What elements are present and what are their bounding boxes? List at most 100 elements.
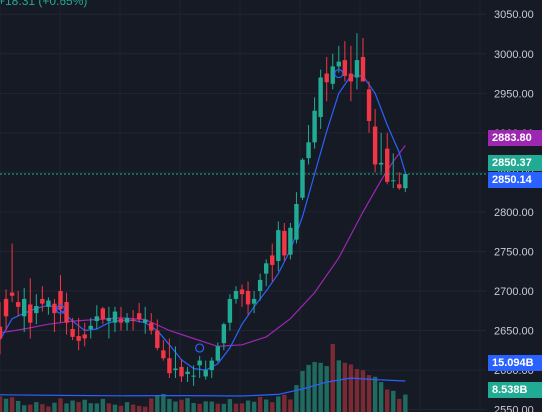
price-tick-label: 2950.00 xyxy=(494,88,534,100)
candle-body xyxy=(239,289,245,295)
volume-bar xyxy=(15,400,21,412)
candle-body xyxy=(136,313,142,320)
price-axis[interactable]: 3050.003000.002950.002900.002850.002800.… xyxy=(494,9,534,412)
volume-bar xyxy=(118,405,124,412)
volume-bar xyxy=(173,401,178,412)
volume-bar xyxy=(378,382,384,412)
volume-bar xyxy=(209,401,214,412)
candle-body xyxy=(397,184,402,189)
volume-bar xyxy=(342,362,348,412)
candle-body xyxy=(385,148,390,182)
candle-body xyxy=(22,298,27,317)
candle-body xyxy=(360,56,366,82)
candle-body xyxy=(52,303,57,314)
candle-body xyxy=(15,302,21,307)
volume-bar xyxy=(197,403,202,412)
candle-body xyxy=(161,350,166,359)
candle-body xyxy=(227,298,233,323)
volume-bar xyxy=(360,370,366,412)
volume-bar xyxy=(354,368,360,412)
candle-body xyxy=(58,291,63,310)
candle-body xyxy=(245,291,251,305)
ma-slow-value-badge: 2883.80 xyxy=(488,130,542,146)
candle-body xyxy=(100,308,106,320)
candle-body xyxy=(288,227,293,255)
signal-marker xyxy=(195,343,205,353)
volume-bar xyxy=(161,393,166,412)
candle-body xyxy=(34,306,39,314)
ma-fast-line xyxy=(0,75,406,371)
price-tick-label: 2550.00 xyxy=(494,405,534,412)
volume-last-badge: 8.538B xyxy=(488,382,542,398)
volume-bar xyxy=(306,364,311,412)
volume-bar xyxy=(233,403,239,412)
candle-body xyxy=(112,311,118,323)
candle-body xyxy=(354,60,360,78)
candle-body xyxy=(9,292,15,296)
candle-body xyxy=(294,204,299,240)
candle-body xyxy=(130,319,136,322)
candle-body xyxy=(264,263,269,274)
candle-body xyxy=(124,317,130,323)
volume-bar xyxy=(397,398,402,412)
volume-bar xyxy=(312,361,317,412)
volume-bar xyxy=(82,399,87,412)
candle-body xyxy=(94,316,99,322)
candle-body xyxy=(378,162,384,165)
volume-bar xyxy=(149,398,154,412)
volume-bar xyxy=(64,403,69,412)
price-tick-label: 2650.00 xyxy=(494,326,534,338)
volume-bar xyxy=(245,400,251,412)
volume-bar xyxy=(300,371,305,412)
candle-body xyxy=(300,159,305,198)
price-tick-label: 3050.00 xyxy=(494,9,534,21)
candle-body xyxy=(366,89,372,121)
volume-bar xyxy=(130,404,136,412)
candle-body xyxy=(270,255,275,265)
volume-bar xyxy=(52,402,57,412)
candle-body xyxy=(282,230,287,256)
candle-body xyxy=(0,326,3,339)
candles xyxy=(0,33,408,386)
candle-body xyxy=(203,370,208,377)
candle-body xyxy=(3,298,9,317)
volume-bar xyxy=(270,402,275,412)
volume-bar xyxy=(167,398,172,412)
candle-body xyxy=(251,298,257,304)
volume-bar xyxy=(318,362,323,412)
candle-body xyxy=(324,73,329,83)
volume-bar xyxy=(185,398,190,412)
volume-bar xyxy=(391,390,396,412)
volume-bar xyxy=(276,396,281,412)
price-tick-label: 2800.00 xyxy=(494,207,534,219)
candle-body xyxy=(149,322,154,331)
volume-bar xyxy=(106,403,112,412)
candle-body xyxy=(76,336,81,341)
candle-body xyxy=(155,330,160,348)
candle-body xyxy=(197,360,202,366)
volume-bar xyxy=(88,403,93,412)
candle-body xyxy=(257,279,263,292)
candle-body xyxy=(28,304,33,323)
candle-body xyxy=(191,375,196,377)
candle-body xyxy=(118,318,124,323)
volume-bar xyxy=(264,399,269,412)
volume-bar xyxy=(3,398,9,412)
candle-body xyxy=(403,173,408,189)
volume-bar xyxy=(203,401,208,412)
volume-bar xyxy=(100,398,106,412)
candle-body xyxy=(179,366,184,377)
candle-body xyxy=(276,230,281,261)
signal-marker xyxy=(334,68,344,79)
price-tick-label: 2750.00 xyxy=(494,246,534,258)
volume-ma-badge: 15.094B xyxy=(488,355,542,371)
candle-body xyxy=(70,328,75,337)
volume-bar xyxy=(336,360,341,412)
volume-bar xyxy=(294,385,299,412)
volume-bar xyxy=(28,404,33,412)
volume-ma-line xyxy=(0,377,406,397)
price-change-label: +18.31 (+0.65%) xyxy=(0,0,88,8)
volume-bar xyxy=(215,403,220,412)
volume-bar xyxy=(348,364,354,412)
